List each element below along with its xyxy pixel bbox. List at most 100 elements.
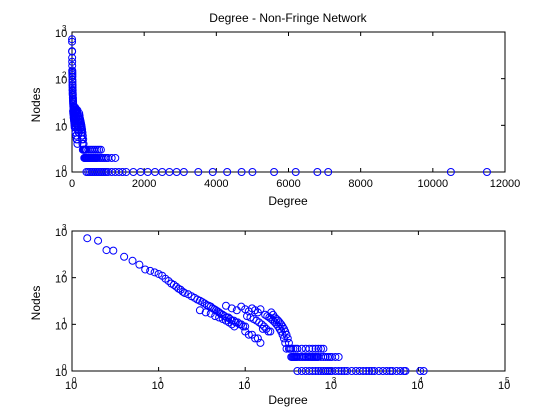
bottom-data-point xyxy=(311,344,320,353)
top-x-tick-label: 6000 xyxy=(276,178,300,190)
top-data-point xyxy=(68,72,77,81)
top-y-tick-label-0: 100 xyxy=(55,164,67,180)
bottom-data-point xyxy=(284,344,293,353)
top-data-point xyxy=(78,131,87,140)
top-data-point xyxy=(107,153,116,162)
top-x-tick-label: 8000 xyxy=(348,178,372,190)
bottom-x-tick-base: 10 xyxy=(325,380,337,392)
top-y-tick-base: 10 xyxy=(55,121,67,133)
top-y-tick-exponent: 2 xyxy=(62,71,67,80)
bottom-x-tick-label-5: 105 xyxy=(498,376,510,392)
bottom-data-point xyxy=(251,334,260,343)
top-y-tick-base: 10 xyxy=(55,75,67,87)
bottom-y-tick-base: 10 xyxy=(55,274,67,286)
bottom-data-point xyxy=(331,367,340,375)
bottom-x-tick-exponent: 4 xyxy=(418,376,423,385)
bottom-data-point xyxy=(362,367,371,375)
top-data-point xyxy=(248,168,257,176)
bottom-data-point xyxy=(198,298,207,307)
bottom-data-point xyxy=(370,367,379,375)
top-data-point xyxy=(68,57,77,66)
top-x-tick-label: 0 xyxy=(69,178,75,190)
bottom-data-point xyxy=(287,352,296,361)
bottom-data-point xyxy=(258,324,267,333)
top-data-point xyxy=(208,168,217,176)
bottom-data-point xyxy=(365,367,374,375)
bottom-data-point xyxy=(382,367,391,375)
bottom-y-tick-label-2: 102 xyxy=(55,270,67,286)
top-data-point xyxy=(446,168,455,176)
top-x-tick-label: 12000 xyxy=(490,178,521,190)
top-data-point xyxy=(223,168,232,176)
top-x-tick-label: 10000 xyxy=(418,178,449,190)
bottom-y-axis-label: Nodes xyxy=(29,286,43,321)
top-y-axis-label: Nodes xyxy=(29,88,43,123)
bottom-data-point xyxy=(211,312,220,321)
bottom-data-point xyxy=(253,334,262,343)
top-data-point xyxy=(482,168,491,176)
top-x-tick-label: 2000 xyxy=(132,178,156,190)
bottom-data-point xyxy=(256,305,265,314)
bottom-x-tick-exponent: 3 xyxy=(332,376,337,385)
bottom-data-point xyxy=(141,265,150,274)
bottom-data-point xyxy=(251,306,260,315)
bottom-data-point xyxy=(305,367,314,375)
bottom-data-point xyxy=(319,352,328,361)
bottom-x-tick-exponent: 5 xyxy=(505,376,510,385)
bottom-data-point xyxy=(374,367,383,375)
bottom-data-points xyxy=(83,234,428,375)
bottom-data-point xyxy=(297,344,306,353)
bottom-data-point xyxy=(334,367,343,375)
top-x-tick-label: 4000 xyxy=(204,178,228,190)
top-data-point xyxy=(75,111,84,120)
bottom-data-point xyxy=(388,367,397,375)
bottom-y-tick-exponent: 2 xyxy=(62,270,67,279)
bottom-data-point xyxy=(316,344,325,353)
bottom-data-point xyxy=(283,334,292,343)
bottom-data-point xyxy=(287,344,296,353)
bottom-data-point xyxy=(83,234,92,243)
bottom-data-point xyxy=(120,252,129,261)
top-data-points xyxy=(68,35,491,176)
bottom-x-tick-base: 10 xyxy=(65,380,77,392)
top-data-point xyxy=(68,53,77,62)
bottom-y-tick-label-3: 103 xyxy=(55,223,67,239)
bottom-data-point xyxy=(275,318,284,327)
bottom-data-point xyxy=(241,322,250,331)
bottom-data-point xyxy=(256,338,265,347)
top-data-point xyxy=(73,139,82,148)
top-x-axis-label: Degree xyxy=(268,194,308,208)
top-data-point xyxy=(68,61,77,70)
top-data-point xyxy=(270,168,279,176)
top-data-point xyxy=(194,168,203,176)
bottom-x-tick-label-2: 102 xyxy=(238,376,250,392)
bottom-data-point xyxy=(255,318,264,327)
bottom-data-point xyxy=(109,246,118,255)
bottom-x-tick-label-3: 103 xyxy=(325,376,337,392)
bottom-data-point xyxy=(150,268,159,277)
top-data-point xyxy=(68,75,77,84)
bottom-x-tick-label-4: 104 xyxy=(411,376,423,392)
top-y-tick-exponent: 0 xyxy=(62,164,67,173)
bottom-data-point xyxy=(237,302,246,311)
bottom-data-point xyxy=(200,299,209,308)
bottom-data-point xyxy=(215,313,224,322)
top-data-point xyxy=(291,168,300,176)
top-data-point xyxy=(71,103,80,112)
bottom-data-point xyxy=(244,330,253,339)
bottom-x-tick-exponent: 1 xyxy=(159,376,164,385)
bottom-data-point xyxy=(416,367,425,375)
bottom-plot-area xyxy=(71,230,506,372)
bottom-x-axis-label: Degree xyxy=(268,393,308,407)
bottom-y-tick-exponent: 1 xyxy=(62,316,67,325)
bottom-data-point xyxy=(277,320,286,329)
bottom-data-point xyxy=(401,367,410,375)
bottom-data-point xyxy=(321,352,330,361)
bottom-data-point xyxy=(281,338,290,347)
bottom-data-point xyxy=(201,308,210,317)
top-data-point xyxy=(111,153,120,162)
top-data-point xyxy=(68,77,77,86)
